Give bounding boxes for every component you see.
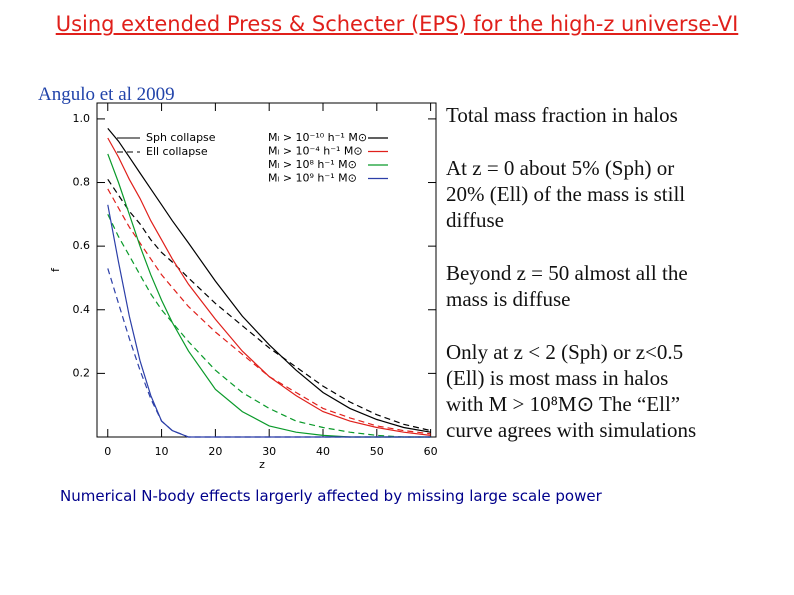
note-paragraph: Only at z < 2 (Sph) or z<0.5 (Ell) is mos…	[446, 339, 786, 443]
notes: Total mass fraction in halos At z = 0 abo…	[446, 102, 786, 470]
series-line	[107, 128, 431, 433]
note-line: Total mass fraction in halos	[446, 103, 678, 127]
y-tick-label: 0.2	[73, 366, 91, 379]
x-axis-label: z	[259, 458, 265, 471]
legend-label: Mₗ > 10⁻⁴ h⁻¹ M⊙	[268, 145, 363, 158]
note-paragraph: At z = 0 about 5% (Sph) or 20% (Ell) of t…	[446, 155, 786, 233]
slide-title: Using extended Press & Schecter (EPS) fo…	[55, 12, 739, 36]
y-tick-label: 0.4	[73, 303, 91, 316]
note-line: mass is diffuse	[446, 287, 571, 311]
note-line: At z = 0 about 5% (Sph) or	[446, 156, 675, 180]
note-paragraph: Total mass fraction in halos	[446, 102, 786, 128]
source-label: Angulo et al 2009	[38, 84, 175, 105]
x-tick-label: 50	[370, 445, 384, 458]
legend-label: Mₗ > 10⁸ h⁻¹ M⊙	[268, 158, 357, 171]
note-line: with M > 10⁸M⊙ The “Ell”	[446, 392, 681, 416]
note-line: (Ell) is most mass in halos	[446, 366, 669, 390]
y-tick-label: 1.0	[73, 112, 91, 125]
x-tick-label: 60	[424, 445, 438, 458]
legend-label: Ell collapse	[146, 145, 208, 158]
note-paragraph: Beyond z = 50 almost all the mass is diff…	[446, 260, 786, 312]
note-line: curve agrees with simulations	[446, 418, 697, 442]
x-tick-label: 30	[262, 445, 276, 458]
x-tick-label: 40	[316, 445, 330, 458]
series-line	[107, 178, 431, 432]
note-line: diffuse	[446, 208, 504, 232]
x-tick-label: 0	[104, 445, 111, 458]
note-line: 20% (Ell) of the mass is still	[446, 182, 686, 206]
series-line	[107, 204, 431, 438]
note-line: Beyond z = 50 almost all the	[446, 261, 688, 285]
y-tick-label: 0.8	[73, 176, 91, 189]
legend-label: Mₗ > 10⁹ h⁻¹ M⊙	[268, 172, 357, 185]
series-line	[107, 214, 431, 438]
series-line	[107, 188, 431, 435]
note-line: Only at z < 2 (Sph) or z<0.5	[446, 340, 684, 364]
y-tick-label: 0.6	[73, 239, 91, 252]
series-line	[107, 268, 431, 438]
caption: Numerical N-body effects largerly affect…	[60, 487, 602, 505]
legend-label: Mₗ > 10⁻¹⁰ h⁻¹ M⊙	[268, 131, 367, 144]
x-tick-label: 20	[208, 445, 222, 458]
x-tick-label: 10	[155, 445, 169, 458]
series-line	[107, 137, 431, 436]
y-axis-label: f	[49, 267, 62, 272]
legend-label: Sph collapse	[146, 131, 216, 144]
